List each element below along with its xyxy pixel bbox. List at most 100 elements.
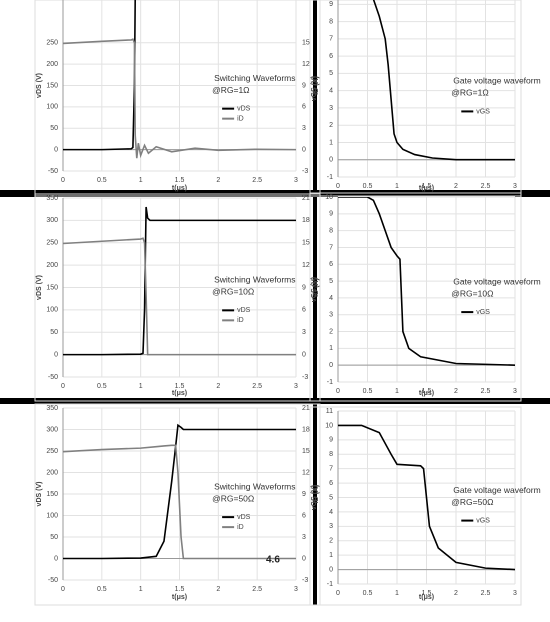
y-tick-label: 0	[329, 362, 333, 369]
y-tick-label: 2	[329, 328, 333, 335]
y2-tick-label: 3	[302, 534, 306, 541]
legend-label: vGS	[476, 108, 490, 115]
x-tick-label: 1	[395, 590, 399, 597]
x-tick-label: 2	[216, 383, 220, 390]
legend-label: vGS	[476, 309, 490, 316]
x-tick-label: 0	[336, 590, 340, 597]
legend-label: vDS	[237, 307, 251, 314]
y-tick-label: 6	[329, 53, 333, 60]
y2-tick-label: 15	[302, 448, 310, 455]
y2-tick-label: 6	[302, 512, 306, 519]
x-tick-label: 2	[216, 586, 220, 593]
plot-frame	[34, 0, 321, 197]
x-tick-label: 2.5	[481, 590, 491, 597]
y-tick-label: 200	[46, 262, 58, 269]
x-axis-label: t(μs)	[172, 594, 187, 601]
x-tick-label: 1	[395, 388, 399, 395]
y-tick-label: 4	[329, 295, 333, 302]
plot-frame	[309, 406, 522, 606]
y-tick-label: 0	[54, 555, 58, 562]
x-tick-label: 1.5	[175, 383, 185, 390]
annotation: @RG=50Ω	[451, 497, 493, 507]
y-tick-label: 250	[46, 240, 58, 247]
series-group	[63, 206, 296, 356]
y2-tick-label: 9	[302, 284, 306, 291]
x-tick-label: 2	[454, 183, 458, 190]
plot-frame	[34, 403, 321, 606]
series-group	[63, 0, 296, 159]
x-tick-label: 2	[454, 388, 458, 395]
series-line	[63, 0, 136, 151]
y-tick-label: 5	[329, 70, 333, 77]
series-line	[372, 0, 515, 161]
y-tick-label: 11	[326, 408, 333, 415]
y2-tick-label: 9	[302, 491, 306, 498]
plot-frame	[34, 193, 321, 402]
annotation: @RG=10Ω	[451, 288, 493, 298]
x-tick-label: 0.5	[97, 177, 107, 184]
y-tick-label: 1	[329, 139, 333, 146]
x-tick-label: 2.5	[481, 388, 491, 395]
x-tick-label: 1	[139, 177, 143, 184]
series-group	[338, 424, 515, 571]
y-tick-label: -1	[327, 581, 333, 588]
x-tick-label: 3	[294, 586, 298, 593]
y-tick-label: -50	[48, 374, 58, 381]
y2-tick-label: 6	[302, 104, 306, 111]
y-tick-label: -50	[48, 168, 58, 175]
y-tick-label: 3	[329, 312, 333, 319]
y-axis-label: vGS (V)	[311, 277, 318, 302]
separator	[313, 0, 317, 605]
legend-label: vDS	[237, 514, 251, 521]
x-tick-label: 3	[513, 183, 517, 190]
x-tick-label: 2.5	[252, 177, 262, 184]
series-line	[63, 444, 296, 560]
y-tick-label: 4	[329, 509, 333, 516]
x-axis-label: t(μs)	[172, 390, 187, 397]
y-tick-label: 150	[46, 284, 58, 291]
y2-tick-label: 12	[302, 469, 310, 476]
x-tick-label: 0	[61, 586, 65, 593]
x-tick-label: 1.5	[175, 177, 185, 184]
y-tick-label: 250	[46, 40, 58, 47]
x-tick-label: 1.5	[422, 183, 432, 190]
y2-tick-label: 18	[302, 217, 310, 224]
y-tick-label: 300	[46, 426, 58, 433]
x-axis-label: t(μs)	[419, 594, 434, 601]
y-tick-label: -1	[327, 379, 333, 386]
x-axis-label: t(μs)	[419, 185, 434, 192]
y-tick-label: 50	[50, 329, 58, 336]
y2-tick-label: 3	[302, 329, 306, 336]
x-tick-label: 2.5	[252, 383, 262, 390]
annotation: Gate voltage waveform	[453, 276, 540, 286]
series-line	[63, 206, 296, 356]
series-group	[63, 423, 296, 560]
y2-tick-label: 9	[302, 82, 306, 89]
figure-label: 4.6	[266, 555, 280, 566]
y-tick-label: 2	[329, 122, 333, 129]
series-line	[338, 197, 515, 366]
x-axis-label: t(μs)	[172, 185, 187, 192]
x-tick-label: 0	[336, 388, 340, 395]
legend-label: vGS	[476, 517, 490, 524]
annotation: Switching Waveforms	[214, 275, 295, 285]
series-line	[63, 237, 296, 356]
annotation: @RG=1Ω	[451, 88, 488, 98]
y-tick-label: 100	[46, 512, 58, 519]
series-line	[63, 38, 296, 159]
y-tick-label: 0	[329, 566, 333, 573]
x-tick-label: 0.5	[97, 586, 107, 593]
y-axis-label: vDS (V)	[36, 73, 43, 98]
y-tick-label: -1	[327, 174, 333, 181]
x-tick-label: 1.5	[175, 586, 185, 593]
y-tick-label: 7	[329, 244, 333, 251]
y-tick-label: 7	[329, 36, 333, 43]
y-tick-label: 7	[329, 466, 333, 473]
y2-tick-label: 12	[302, 262, 310, 269]
x-axis-label: t(μs)	[419, 390, 434, 397]
y-tick-label: 250	[46, 448, 58, 455]
y-tick-label: 6	[329, 480, 333, 487]
annotation: @RG=50Ω	[212, 493, 254, 503]
y-tick-label: 100	[46, 307, 58, 314]
